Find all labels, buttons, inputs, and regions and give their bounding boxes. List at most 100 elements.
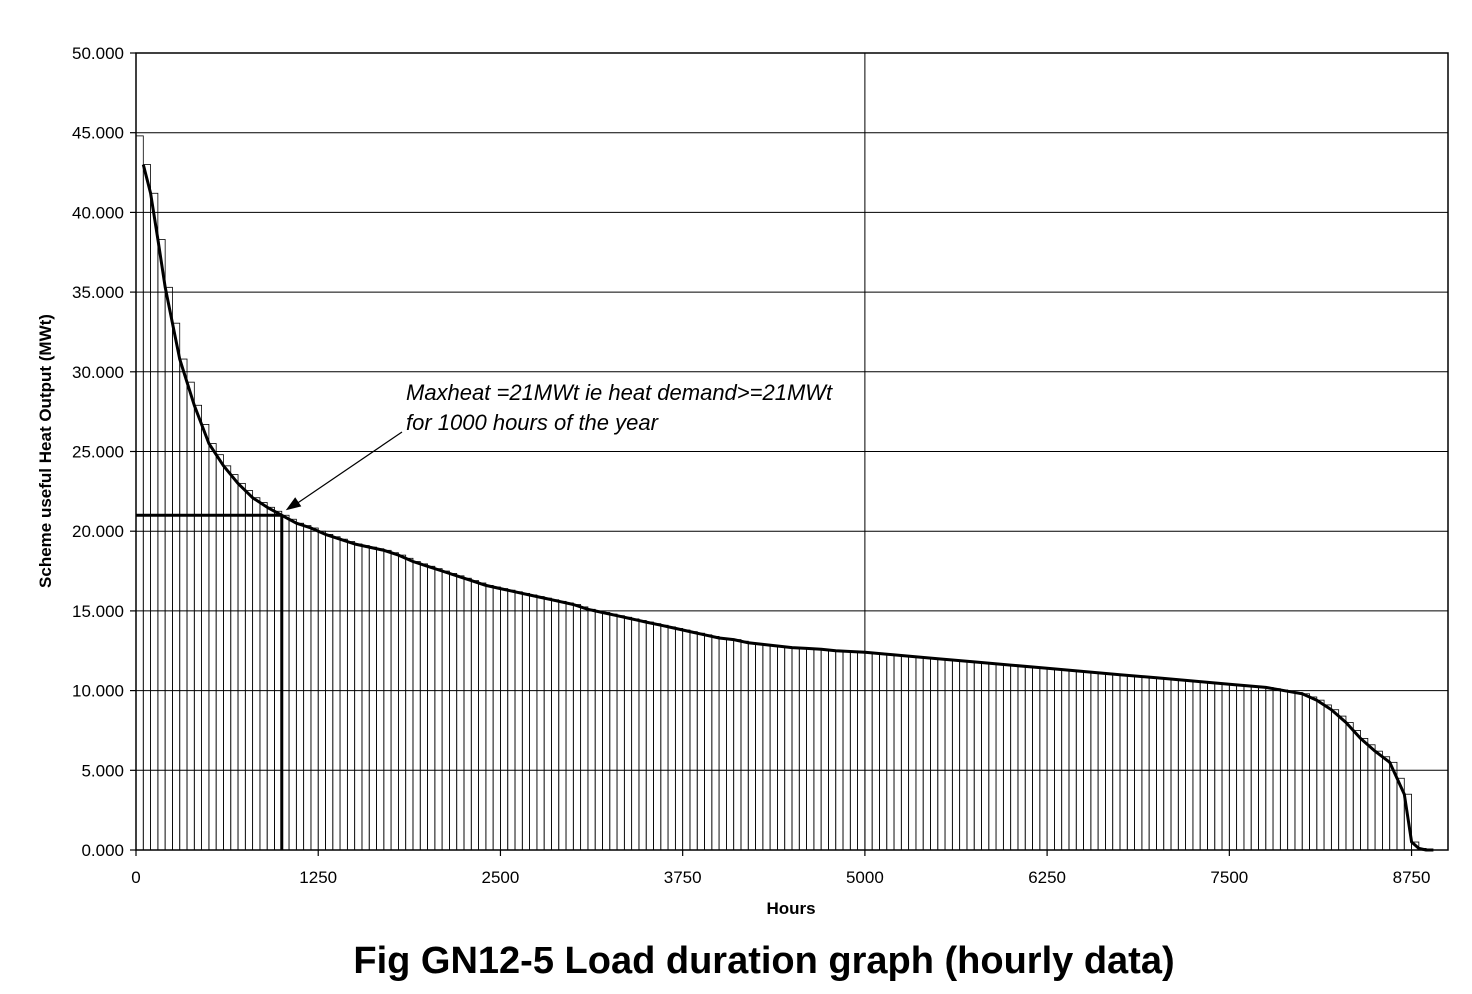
bar [441, 570, 450, 851]
bar [492, 586, 501, 851]
bar [449, 573, 458, 851]
bar [551, 599, 560, 851]
bar [645, 621, 654, 851]
bar [135, 135, 144, 851]
bar [718, 637, 727, 851]
y-tick-label: 10.000 [72, 682, 124, 701]
bar [1002, 664, 1012, 851]
bar [339, 538, 348, 851]
bar [922, 657, 931, 851]
bar [1177, 679, 1187, 851]
bar [427, 565, 436, 851]
bar [1039, 667, 1048, 851]
grid-layer [136, 53, 1448, 850]
bar [667, 626, 676, 851]
bar [930, 657, 939, 851]
bar [288, 518, 297, 851]
y-tick-label: 15.000 [72, 602, 124, 621]
bar [456, 575, 465, 851]
bar [237, 482, 246, 851]
x-tick-label: 0 [131, 868, 140, 887]
bar [689, 631, 698, 851]
bar [1170, 678, 1179, 851]
bar [1199, 681, 1208, 851]
bar [1061, 669, 1070, 851]
bar [1250, 685, 1259, 851]
bar [1323, 704, 1332, 851]
bar [1112, 673, 1121, 851]
bar [1272, 688, 1281, 851]
bar [201, 424, 210, 851]
bar [1075, 670, 1084, 851]
bar [1374, 750, 1383, 851]
bar [1010, 664, 1019, 851]
bar [1054, 668, 1063, 851]
bar [1119, 674, 1128, 851]
bar [828, 649, 837, 851]
bar [594, 610, 603, 851]
bar [711, 636, 720, 851]
y-tick-label: 45.000 [72, 124, 124, 143]
bar [1243, 685, 1252, 851]
bar [747, 642, 756, 851]
bar [886, 653, 895, 851]
bar [900, 655, 910, 851]
bar [777, 645, 786, 851]
bar [871, 652, 880, 851]
y-tick-label: 35.000 [72, 283, 124, 302]
bar [726, 638, 735, 851]
figure-caption: Fig GN12-5 Load duration graph (hourly d… [353, 940, 1175, 982]
bar [390, 552, 399, 851]
bar [536, 596, 545, 851]
x-tick-label: 3750 [664, 868, 702, 887]
bar [412, 561, 421, 851]
bar [543, 597, 552, 851]
bar [1134, 675, 1143, 851]
bar [1105, 672, 1114, 851]
bar [500, 588, 509, 851]
bar [587, 608, 596, 851]
bar [1221, 683, 1230, 851]
bar [142, 164, 151, 851]
bar [558, 600, 567, 851]
bar [653, 623, 662, 851]
bar [791, 647, 800, 851]
bar [259, 502, 268, 851]
bar [616, 615, 625, 851]
y-tick-label: 0.000 [81, 841, 124, 860]
bar [609, 613, 618, 851]
bar [1032, 666, 1041, 851]
bar [908, 655, 917, 851]
bar [798, 647, 807, 851]
bar [303, 525, 312, 851]
bar [1068, 669, 1077, 851]
y-tick-label: 40.000 [72, 203, 124, 222]
bar [346, 541, 356, 851]
bar [602, 612, 611, 851]
bar [193, 404, 203, 851]
x-axis-title: Hours [766, 899, 815, 918]
bar [674, 628, 684, 851]
bar [244, 490, 254, 851]
bar [937, 658, 946, 851]
bar [966, 660, 975, 851]
bar [1097, 672, 1106, 851]
bar [988, 662, 997, 851]
y-tick-label: 30.000 [72, 363, 124, 382]
annotation-arrow [295, 431, 403, 505]
bar [1301, 693, 1310, 851]
bar [1265, 687, 1274, 851]
bar [252, 497, 261, 851]
bar [1367, 744, 1376, 851]
y-tick-label: 20.000 [72, 522, 124, 541]
x-tick-label: 7500 [1210, 868, 1248, 887]
duration-curve [141, 164, 1434, 852]
bar [835, 650, 844, 851]
bar [1236, 684, 1245, 851]
bar [223, 465, 232, 851]
bar [864, 651, 873, 851]
bar [580, 606, 589, 851]
bar [419, 563, 428, 851]
bar [1330, 709, 1340, 851]
